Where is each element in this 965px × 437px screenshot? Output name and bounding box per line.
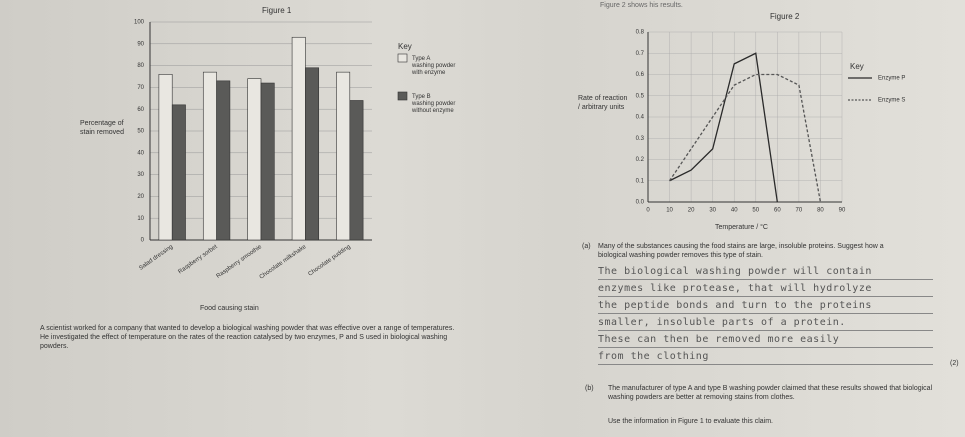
line <box>669 52 778 203</box>
y-tick-label: 0 <box>141 238 145 244</box>
y-tick-label: 0.6 <box>636 72 645 78</box>
question-number: (a) <box>582 243 591 250</box>
question-text: The manufacturer of type A and type B wa… <box>608 385 933 401</box>
handwritten-answer: The biological washing powder will conta… <box>598 266 933 280</box>
x-tick-label: Raspberry sorbet <box>178 244 219 276</box>
y-tick-label: 0.3 <box>636 136 645 142</box>
y-tick-label: 0.4 <box>636 115 645 121</box>
x-tick-label: 60 <box>774 208 781 214</box>
line <box>669 73 822 203</box>
x-tick-label: 70 <box>796 208 803 214</box>
bar <box>305 67 320 241</box>
y-label: Percentage of stain removed <box>80 120 124 136</box>
y-tick-label: 0.0 <box>636 200 645 206</box>
handwritten-answer: These can then be removed more easily <box>598 334 933 348</box>
y-tick-label: 0.8 <box>636 30 645 36</box>
legend-label: Enzyme S <box>878 98 905 104</box>
handwritten-answer: enzymes like protease, that will hydroly… <box>598 283 933 297</box>
y-tick-label: 60 <box>137 107 144 113</box>
x-tick-label: 90 <box>839 208 846 214</box>
marks: (2) <box>950 360 959 367</box>
handwritten-answer: from the clothing <box>598 351 933 365</box>
bar <box>291 36 306 241</box>
handwritten-answer: smaller, insoluble parts of a protein. <box>598 317 933 331</box>
x-label: Temperature / °C <box>715 224 768 231</box>
x-tick-label: 20 <box>688 208 695 214</box>
y-tick-label: 0.5 <box>636 93 645 99</box>
intro: A scientist worked for a company that wa… <box>40 325 455 350</box>
key-title: Key <box>850 62 864 71</box>
legend-line: washing powder <box>411 63 455 69</box>
bar <box>349 100 364 241</box>
x-tick-label: 0 <box>646 208 650 214</box>
y-label: Rate of reaction / arbitrary units <box>578 95 628 111</box>
legend-line: Type B <box>412 94 431 100</box>
x-tick-label: Raspberry smoothie <box>216 244 264 280</box>
y-tick-label: 0.7 <box>636 51 645 57</box>
y-tick-label: 20 <box>137 194 144 200</box>
bar <box>247 78 262 241</box>
x-tick-label: 50 <box>752 208 759 214</box>
legend-label: Enzyme P <box>878 76 905 82</box>
y-tick-label: 70 <box>137 85 144 91</box>
legend-line: washing powder <box>411 101 455 107</box>
bar <box>336 71 351 241</box>
bar <box>171 104 186 241</box>
x-tick-label: Chocolate pudding <box>307 244 351 278</box>
y-tick-label: 80 <box>137 63 144 69</box>
legend-line: with enzyme <box>411 70 446 76</box>
y-tick-label: 30 <box>137 172 144 178</box>
header: Figure 2 shows his results. <box>600 2 683 9</box>
y-tick-label: 100 <box>134 20 145 26</box>
y-tick-label: 0.2 <box>636 157 645 163</box>
x-tick-label: 40 <box>731 208 738 214</box>
x-label: Food causing stain <box>200 305 259 312</box>
legend-line: Type A <box>412 56 430 62</box>
x-tick-label: 80 <box>817 208 824 214</box>
figure-title: Figure 1 <box>262 6 292 15</box>
handwritten-answer: the peptide bonds and turn to the protei… <box>598 300 933 314</box>
figure-title: Figure 2 <box>770 12 800 21</box>
bar <box>260 82 275 241</box>
legend-swatch <box>397 53 408 63</box>
bar <box>216 80 231 241</box>
x-tick-label: 10 <box>666 208 673 214</box>
instruction: Use the information in Figure 1 to evalu… <box>608 418 773 425</box>
key-title: Key <box>398 42 412 51</box>
bar <box>202 71 217 241</box>
x-tick-label: Salad dressing <box>138 244 174 272</box>
y-tick-label: 90 <box>137 41 144 47</box>
y-tick-label: 40 <box>137 150 144 156</box>
question-text: Many of the substances causing the food … <box>598 243 884 259</box>
legend-swatch <box>397 91 408 101</box>
y-tick-label: 50 <box>137 129 144 135</box>
y-tick-label: 10 <box>137 216 144 222</box>
bar <box>158 74 173 241</box>
y-tick-label: 0.1 <box>636 178 645 184</box>
legend-line: without enzyme <box>411 108 454 114</box>
x-tick-label: 30 <box>709 208 716 214</box>
question-number: (b) <box>585 385 594 392</box>
x-tick-label: Chocolate milkshake <box>259 244 308 281</box>
